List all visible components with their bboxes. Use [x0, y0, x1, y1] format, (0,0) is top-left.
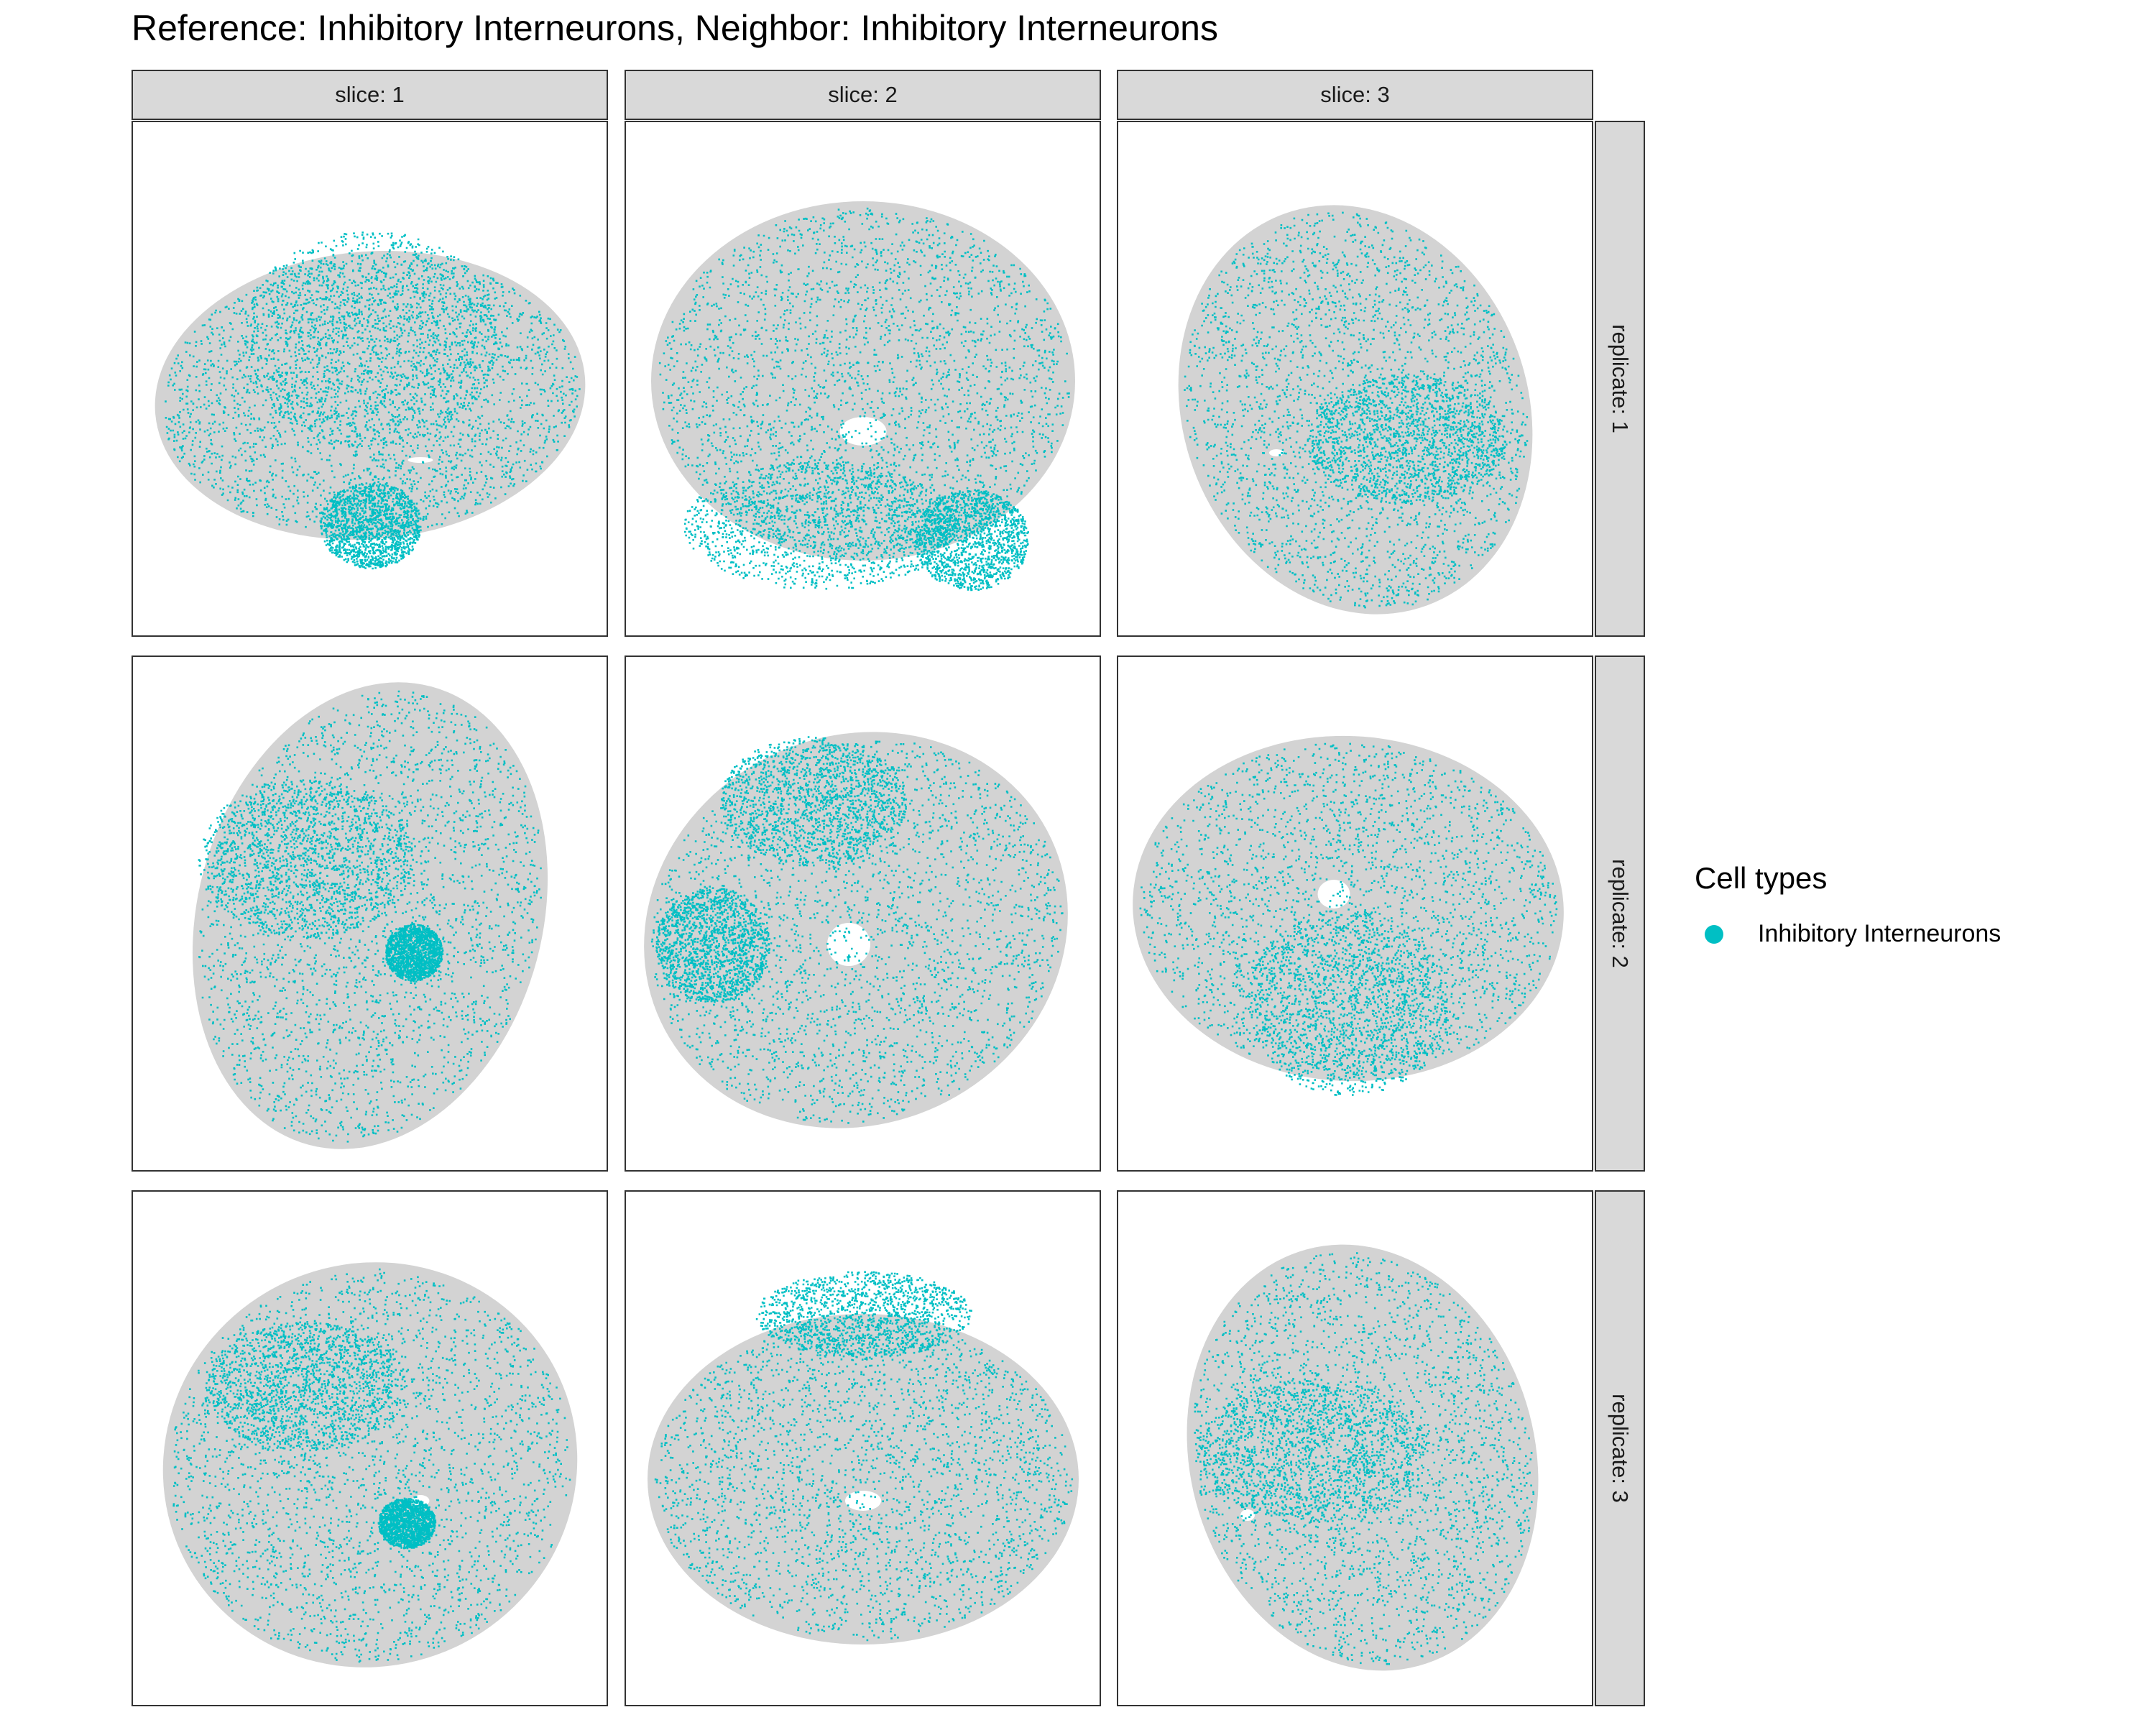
tissue-gap: [1240, 1509, 1255, 1521]
facet-panel-r3-s2: [625, 1190, 1101, 1706]
cell-points: [658, 207, 1070, 592]
facet-panel-r2-s3: [1117, 656, 1593, 1172]
tissue-gap: [839, 417, 887, 446]
facet-plot-area: [162, 1262, 578, 1668]
facet-strip-slice-3: slice: 3: [1117, 70, 1593, 120]
facet-panel-r1-s3: [1117, 121, 1593, 637]
facet-strip-label: replicate: 2: [1608, 859, 1633, 968]
facet-plot-area: [648, 1271, 1079, 1644]
legend-item: Inhibitory Interneurons: [1695, 920, 2001, 948]
inhibitory-interneuron-points: [172, 1268, 571, 1663]
facet-plot-area: [644, 732, 1068, 1128]
facet-plot-area: [651, 201, 1075, 592]
facet-strip-replicate-2: replicate: 2: [1595, 656, 1645, 1172]
facet-panel-r3-s1: [132, 1190, 608, 1706]
legend-label: Inhibitory Interneurons: [1758, 920, 2001, 947]
cell-points: [650, 736, 1064, 1124]
tissue-gap: [407, 457, 433, 463]
facet-plot-area: [1133, 735, 1564, 1096]
cell-points: [654, 1271, 1074, 1642]
legend-key-dot: [1705, 924, 1723, 944]
inhibitory-interneuron-points: [1194, 1252, 1535, 1665]
cell-points: [165, 231, 581, 570]
facet-plot-area: [1178, 205, 1533, 615]
facet-panel-r2-s1: [132, 656, 608, 1172]
facet-panel-r3-s3: [1117, 1190, 1593, 1706]
cell-points: [1194, 1252, 1535, 1665]
inhibitory-interneuron-points: [650, 736, 1064, 1124]
facet-strip-label: replicate: 1: [1608, 324, 1633, 433]
tissue-background-cells: [1187, 1244, 1539, 1671]
inhibitory-interneuron-points: [165, 231, 581, 570]
tissue-gap: [845, 1491, 881, 1511]
tissue-gap: [827, 923, 870, 966]
facet-strip-replicate-3: replicate: 3: [1595, 1190, 1645, 1706]
tissue-background-cells: [192, 682, 548, 1149]
facet-strip-slice-2: slice: 2: [625, 70, 1101, 120]
inhibitory-interneuron-points: [654, 1271, 1074, 1642]
facet-plot-area: [155, 231, 586, 570]
cell-points: [1139, 742, 1558, 1096]
facet-panel-r2-s2: [625, 656, 1101, 1172]
facet-plot-area: [192, 682, 548, 1149]
cell-points: [198, 690, 542, 1143]
inhibitory-interneuron-points: [658, 207, 1070, 592]
inhibitory-interneuron-points: [1139, 742, 1558, 1096]
tissue-background-cells: [1178, 205, 1533, 615]
tissue-gap: [1317, 880, 1350, 908]
facet-panel-r1-s2: [625, 121, 1101, 637]
facet-plot-area: [1187, 1244, 1539, 1671]
facet-strip-replicate-1: replicate: 1: [1595, 121, 1645, 637]
facet-strip-label: replicate: 3: [1608, 1394, 1633, 1503]
facet-panel-r1-s1: [132, 121, 608, 637]
tissue-background-cells: [648, 1314, 1079, 1644]
facet-strip-slice-1: slice: 1: [132, 70, 608, 120]
legend: Cell types Inhibitory Interneurons: [1695, 861, 2001, 947]
legend-title: Cell types: [1695, 861, 1828, 895]
inhibitory-interneuron-points: [198, 690, 542, 1143]
tissue-background-cells: [162, 1262, 578, 1668]
chart-title: Reference: Inhibitory Interneurons, Neig…: [132, 8, 1218, 48]
cell-points: [172, 1268, 571, 1663]
